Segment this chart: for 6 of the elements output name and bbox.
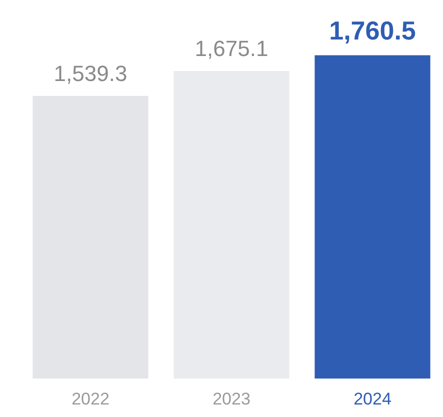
x-tick-label: 2024 xyxy=(354,389,392,408)
data-label: 1,539.3 xyxy=(54,60,128,86)
data-label: 1,675.1 xyxy=(194,36,268,61)
x-tick-label: 2022 xyxy=(72,389,110,408)
data-label: 1,760.5 xyxy=(329,15,416,46)
x-tick-label: 2023 xyxy=(212,389,250,408)
